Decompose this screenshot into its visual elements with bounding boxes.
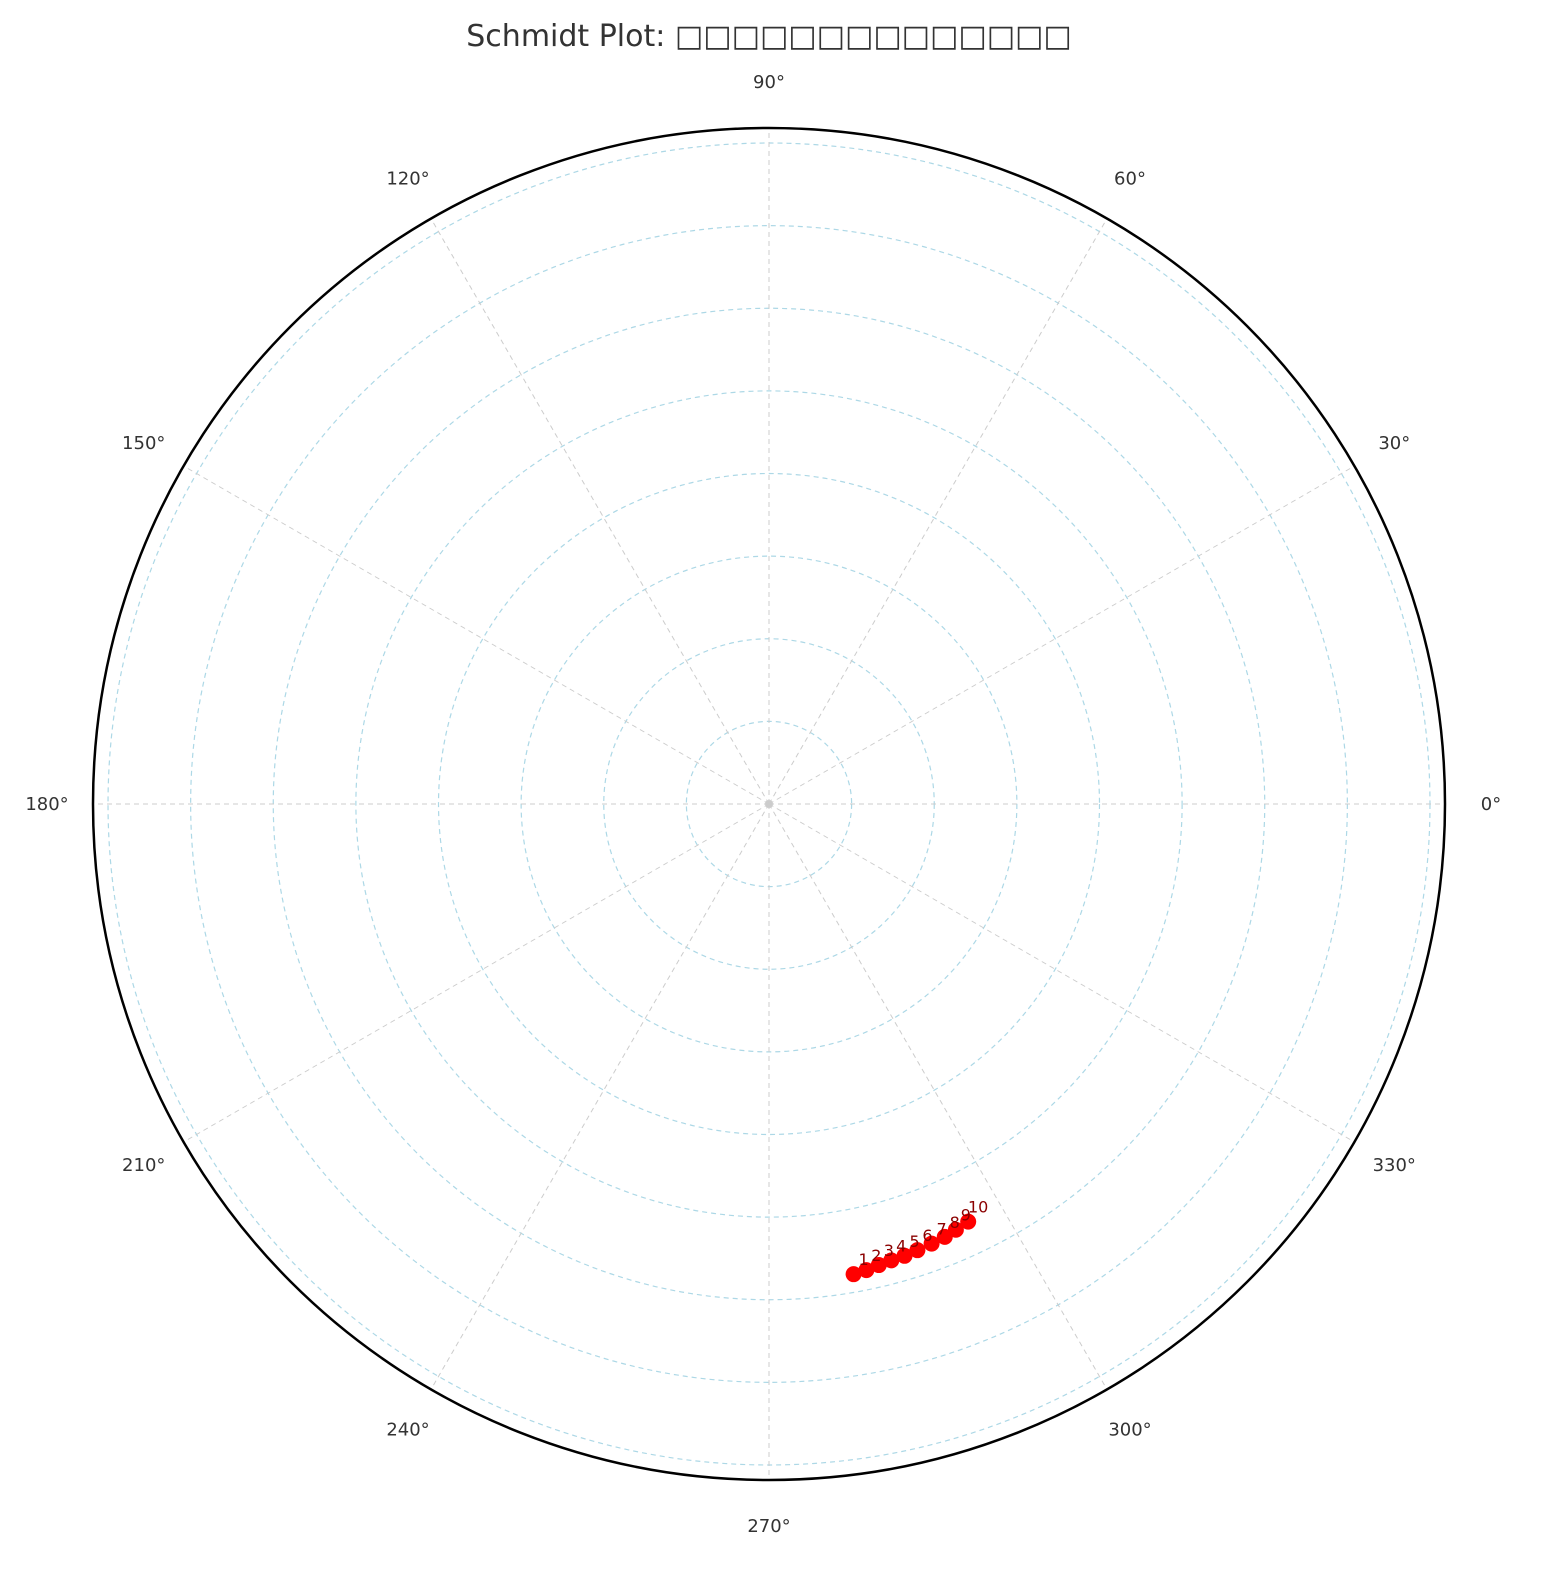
polar-center <box>765 800 773 808</box>
angular-gridline-240 <box>430 803 770 1390</box>
data-point-1 <box>845 1266 862 1283</box>
data-point-label-1: 1 <box>859 1250 869 1269</box>
angular-gridline-150 <box>183 465 770 805</box>
data-point-label-4: 4 <box>896 1236 906 1255</box>
data-point-5 <box>896 1247 913 1264</box>
angular-gridline-210 <box>183 803 770 1143</box>
angle-tick-label-90: 90° <box>753 72 785 93</box>
data-point-2 <box>858 1262 875 1279</box>
angular-gridline-30 <box>768 465 1355 805</box>
angle-tick-label-210: 210° <box>122 1155 165 1176</box>
angle-tick-label-60: 60° <box>1114 169 1146 190</box>
data-points <box>845 1213 977 1283</box>
angle-tick-labels: 0° 30° 60° 90° 120° 150° 180° 210° 240° 270° 300° 3… <box>25 72 1501 1537</box>
data-point-9 <box>947 1221 964 1238</box>
angular-gridlines <box>93 128 1445 1480</box>
data-point-label-5: 5 <box>909 1232 919 1251</box>
data-point-labels: 1 2 3 4 5 6 7 8 910 <box>859 1198 989 1270</box>
data-point-3 <box>870 1257 887 1274</box>
data-point-6 <box>909 1242 926 1259</box>
data-point-4 <box>883 1252 900 1269</box>
data-point-label-9: 9 <box>961 1206 971 1225</box>
angular-gridline-120 <box>430 218 770 805</box>
angle-tick-label-0: 0° <box>1481 794 1501 815</box>
radial-gridline-3 <box>437 472 1101 1136</box>
data-point-label-2: 2 <box>871 1246 881 1265</box>
data-point-label-8: 8 <box>950 1213 960 1232</box>
angle-tick-label-30: 30° <box>1378 433 1410 454</box>
angle-tick-label-240: 240° <box>386 1419 429 1440</box>
data-point-label-10: 10 <box>968 1198 988 1217</box>
data-point-label-3: 3 <box>884 1241 894 1260</box>
angle-tick-label-120: 120° <box>386 169 429 190</box>
data-point-label-6: 6 <box>922 1226 932 1245</box>
angle-tick-label-330: 330° <box>1373 1155 1416 1176</box>
data-point-10 <box>960 1213 977 1230</box>
angle-tick-label-150: 150° <box>122 433 165 454</box>
angle-tick-label-300: 300° <box>1108 1419 1151 1440</box>
angle-tick-label-270: 270° <box>747 1516 790 1537</box>
radial-gridline-4 <box>355 390 1183 1218</box>
angle-tick-label-180: 180° <box>25 794 68 815</box>
angular-gridline-60 <box>768 218 1108 805</box>
data-point-label-7: 7 <box>937 1220 947 1239</box>
angular-gridline-300 <box>768 803 1108 1390</box>
polar-frame <box>91 126 1447 1482</box>
chart-title: Schmidt Plot: □□□□□□□□□□□□□□ <box>466 19 1071 54</box>
data-point-7 <box>923 1235 940 1252</box>
angular-gridline-330 <box>768 803 1355 1143</box>
